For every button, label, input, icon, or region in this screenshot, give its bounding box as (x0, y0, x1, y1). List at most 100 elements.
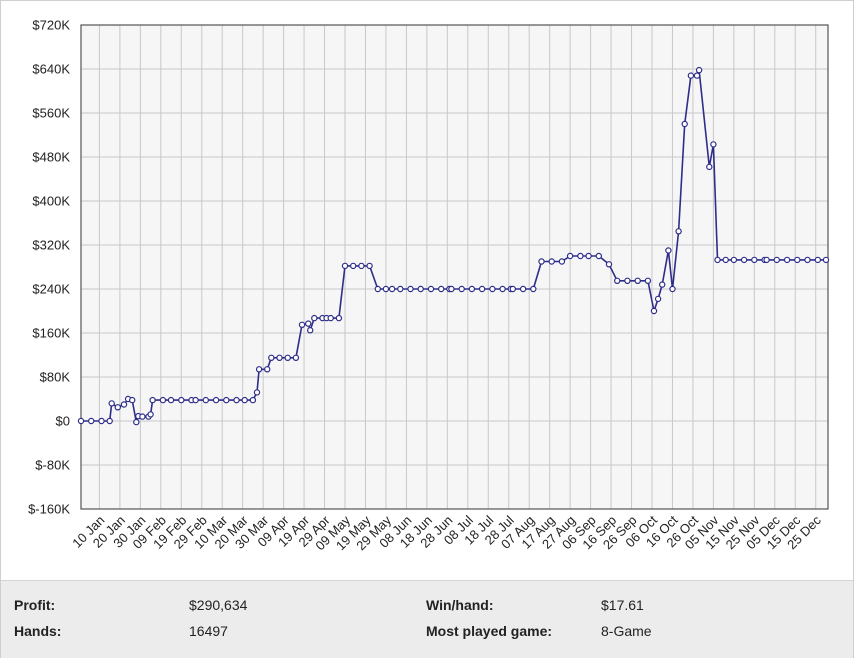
y-tick-label: $640K (32, 62, 70, 77)
data-point (178, 396, 185, 404)
data-point (147, 411, 154, 418)
data-point (650, 307, 658, 315)
y-tick-label: $400K (32, 194, 70, 209)
data-point (397, 285, 404, 293)
data-point (233, 396, 240, 404)
stats-panel: Profit: $290,634 Win/hand: $17.61 Hands:… (1, 580, 853, 658)
data-point (417, 285, 424, 293)
data-point (773, 256, 781, 264)
most-played-game-label: Most played game: (426, 623, 553, 639)
data-point (654, 295, 662, 303)
profit-label: Profit: (14, 597, 56, 613)
y-tick-label: $0 (56, 414, 70, 429)
hands-value: 16497 (189, 623, 228, 639)
profit-value: $290,634 (189, 597, 248, 613)
data-point (192, 396, 199, 404)
y-tick-label: $560K (32, 106, 70, 121)
win-per-hand-label: Win/hand: (426, 597, 494, 613)
data-point (268, 354, 275, 361)
data-point (468, 285, 476, 293)
data-point (149, 396, 156, 404)
data-point (307, 327, 314, 334)
data-point (311, 314, 318, 322)
data-point (253, 389, 261, 396)
data-point (341, 262, 349, 270)
data-point (212, 396, 220, 404)
data-point (202, 396, 209, 404)
data-point (241, 396, 248, 404)
y-tick-label: $160K (32, 326, 70, 341)
data-point (298, 321, 306, 328)
data-point (499, 285, 506, 293)
data-point (448, 285, 455, 293)
data-point (133, 418, 140, 426)
data-point (128, 396, 136, 404)
data-point (644, 277, 652, 284)
y-tick-label: $-160K (28, 502, 70, 517)
data-point (87, 417, 95, 425)
data-point (763, 256, 770, 264)
data-point (509, 285, 516, 293)
data-point (382, 285, 390, 293)
data-point (358, 262, 365, 270)
data-point (519, 285, 527, 293)
data-point (634, 277, 641, 284)
data-point (167, 396, 175, 404)
data-point (577, 252, 584, 260)
data-point (706, 163, 713, 171)
data-point (374, 285, 381, 293)
data-point (605, 261, 613, 268)
data-point (77, 417, 85, 425)
data-point (669, 285, 676, 293)
data-point (350, 262, 357, 270)
data-point (681, 120, 688, 128)
data-point (783, 256, 791, 264)
y-tick-label: $-80K (35, 458, 70, 473)
data-point (730, 256, 738, 264)
data-point (751, 256, 758, 264)
data-point (388, 285, 396, 293)
data-point (558, 258, 566, 265)
data-point (710, 141, 717, 148)
data-point (794, 256, 801, 264)
plot-area (81, 25, 828, 509)
y-tick-label: $80K (40, 370, 71, 385)
data-point (659, 281, 666, 288)
data-point (427, 285, 435, 293)
data-point (585, 252, 592, 260)
data-point (530, 285, 537, 293)
data-point (458, 285, 465, 293)
data-point (305, 320, 312, 327)
y-tick-label: $240K (32, 282, 70, 297)
y-tick-label: $320K (32, 238, 70, 253)
data-point (264, 366, 271, 373)
hands-label: Hands: (14, 623, 62, 639)
data-point (407, 285, 414, 293)
data-point (292, 354, 300, 361)
data-point (804, 256, 811, 264)
data-point (139, 413, 146, 420)
data-point (548, 258, 555, 265)
data-point (693, 72, 701, 79)
data-point (249, 396, 257, 404)
data-point (722, 256, 729, 264)
plot-border (80, 24, 829, 510)
win-per-hand-value: $17.61 (601, 597, 644, 613)
data-point (538, 258, 545, 265)
data-point (159, 396, 167, 404)
data-point (108, 400, 115, 407)
data-point (489, 285, 496, 293)
data-point (276, 354, 283, 361)
data-point (366, 262, 373, 270)
data-point (335, 314, 343, 322)
data-point (114, 404, 122, 411)
data-point (98, 417, 105, 425)
y-tick-label: $480K (32, 150, 70, 165)
data-point (675, 228, 682, 235)
data-point (106, 417, 113, 425)
data-point (822, 256, 830, 264)
most-played-game-value: 8-Game (601, 623, 652, 639)
data-point (284, 354, 291, 361)
data-point (687, 72, 695, 79)
